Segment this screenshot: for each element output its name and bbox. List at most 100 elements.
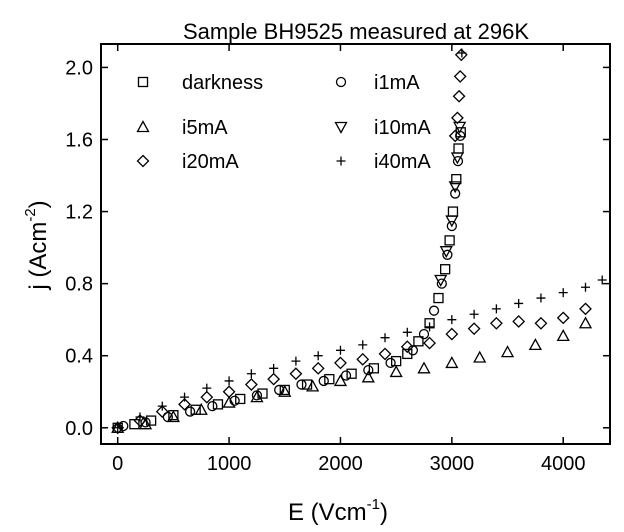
data-point-i1ma — [385, 357, 396, 369]
data-points — [111, 48, 607, 435]
data-point-i20ma — [423, 336, 436, 350]
data-point-i5ma — [333, 374, 348, 387]
data-point-i1ma — [363, 364, 374, 376]
data-point-i10ma — [448, 181, 462, 194]
data-point-i5ma — [306, 379, 320, 392]
x-axis-title-base: E (Vcm — [288, 499, 367, 526]
data-point-i20ma — [489, 316, 503, 330]
data-point-i20ma — [200, 390, 214, 404]
y-tick-label: 1.2 — [65, 202, 93, 224]
data-point-i40ma — [425, 322, 435, 332]
data-point-i20ma — [378, 347, 392, 361]
legend-label-i40ma: i40mA — [374, 151, 431, 173]
data-point-i40ma — [202, 383, 212, 393]
chart-title: Sample BH9525 measured at 296K — [183, 19, 529, 44]
data-point-i20ma — [556, 311, 570, 325]
data-point-i1ma — [340, 370, 352, 381]
data-point-i40ma — [180, 392, 190, 402]
data-point-i40ma — [380, 333, 390, 343]
data-point-darkness — [440, 264, 451, 275]
data-point-i40ma — [558, 288, 568, 298]
data-point-darkness — [324, 373, 335, 385]
data-point-i20ma — [579, 302, 592, 316]
data-point-i10ma — [453, 121, 467, 134]
data-point-i20ma — [452, 89, 466, 103]
data-point-i1ma — [446, 220, 457, 232]
data-point-i40ma — [135, 412, 145, 422]
data-point-i40ma — [597, 275, 607, 285]
y-tick-label: 0.4 — [65, 346, 93, 368]
data-point-i1ma — [442, 249, 453, 260]
data-point-darkness — [235, 393, 246, 405]
data-point-darkness — [444, 235, 455, 246]
data-point-i10ma — [445, 215, 459, 228]
data-point-i40ma — [269, 363, 279, 373]
data-point-darkness — [413, 336, 424, 347]
y-axis-ticks: 0.0 0.4 0.8 1.2 1.6 2.0 — [65, 57, 610, 440]
data-point-i40ma — [469, 309, 479, 319]
legend-marker-i40ma — [336, 156, 346, 166]
y-tick-label: 0.0 — [65, 418, 93, 440]
data-point-i40ma — [224, 376, 234, 386]
data-point-i40ma — [246, 369, 256, 379]
data-point-i20ma — [445, 327, 459, 341]
data-point-i20ma — [133, 414, 147, 427]
data-point-i1ma — [207, 401, 218, 412]
data-point-i5ma — [222, 395, 236, 408]
data-point-i40ma — [514, 298, 524, 308]
data-point-i20ma — [534, 316, 548, 330]
data-point-i1ma — [229, 395, 240, 406]
legend-label-i10ma: i10mA — [374, 117, 431, 139]
data-point-i5ma — [361, 370, 375, 383]
data-point-darkness — [301, 379, 313, 390]
data-point-darkness — [402, 348, 413, 360]
data-point-i40ma — [447, 315, 457, 325]
data-point-darkness — [391, 355, 402, 367]
data-point-i40ma — [313, 351, 323, 361]
data-point-i20ma — [467, 322, 481, 336]
data-point-i20ma — [178, 397, 191, 411]
data-point-i5ma — [528, 338, 542, 351]
data-point-i20ma — [334, 356, 347, 370]
x-tick-label: 3000 — [430, 453, 475, 475]
data-point-i20ma — [222, 385, 236, 399]
x-axis-ticks: 0 1000 2000 3000 4000 — [112, 44, 585, 475]
x-tick-label: 2000 — [318, 453, 363, 475]
legend-label-darkness: darkness — [182, 72, 263, 94]
data-point-i5ma — [166, 410, 180, 423]
data-point-i40ma — [457, 48, 467, 58]
y-axis-title-base: j (Acm — [25, 222, 52, 291]
data-point-i1ma — [118, 420, 129, 432]
data-point-i1ma — [274, 384, 285, 396]
data-point-i20ma — [267, 372, 281, 386]
data-point-i5ma — [389, 365, 403, 378]
legend-label-i5ma: i5mA — [182, 117, 228, 139]
data-point-i5ma — [578, 316, 593, 329]
y-tick-label: 0.8 — [65, 274, 93, 296]
data-point-i5ma — [556, 329, 570, 342]
data-point-darkness — [453, 143, 464, 154]
data-point-i40ma — [536, 293, 546, 303]
data-point-i5ma — [250, 390, 264, 403]
data-point-i1ma — [318, 375, 329, 387]
legend-marker-i1ma — [335, 76, 347, 88]
data-point-i20ma — [512, 315, 526, 328]
data-point-i1ma — [436, 278, 447, 289]
data-point-i1ma — [450, 188, 461, 199]
legend: darkness i1mA i5mA i10mA i20mA i40mA — [136, 72, 431, 173]
data-point-i5ma — [417, 361, 431, 374]
data-point-i10ma — [450, 152, 465, 165]
data-point-i20ma — [356, 352, 370, 366]
data-point-i20ma — [311, 361, 325, 375]
y-tick-label: 2.0 — [65, 57, 93, 79]
data-point-i1ma — [452, 155, 464, 167]
data-point-i40ma — [291, 356, 301, 366]
data-point-darkness — [368, 363, 380, 374]
data-point-i5ma — [278, 384, 292, 397]
y-axis-title-superscript: -2 — [22, 208, 39, 221]
data-point-i1ma — [184, 406, 196, 417]
data-point-darkness — [346, 368, 357, 379]
data-point-darkness — [451, 173, 462, 185]
data-point-i20ma — [111, 421, 125, 435]
